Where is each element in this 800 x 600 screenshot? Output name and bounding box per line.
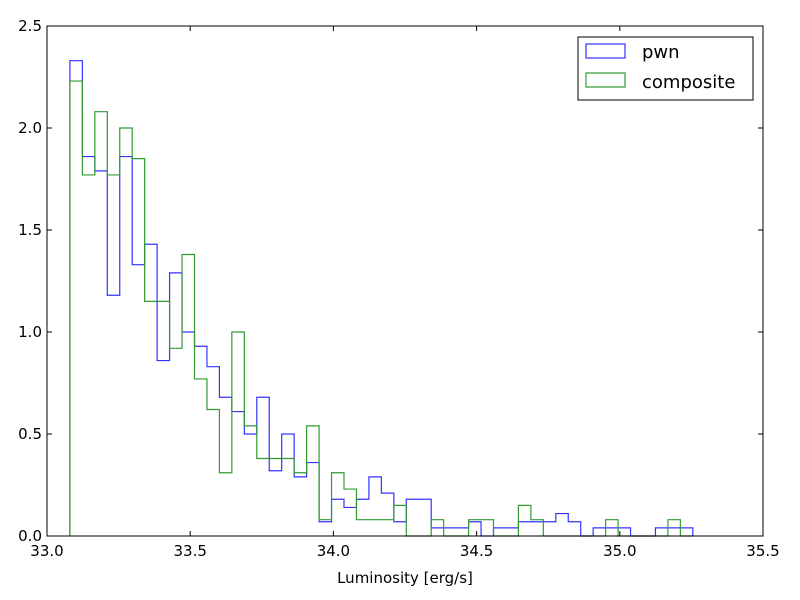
ticks-layer: 33.0 33.5 34.0 34.5 35.0 35.5 0.0 0.5 1.0 1.5 2.0 2… <box>18 17 780 560</box>
histogram-series-pwn <box>69 60 694 537</box>
y-tick-label: 0.5 <box>18 425 42 443</box>
x-tick-label: 35.5 <box>746 542 779 560</box>
y-tick-label: 0.0 <box>18 527 42 545</box>
x-tick-label: 34.5 <box>460 542 493 560</box>
plot-frame <box>46 25 764 537</box>
x-tick-label: 34.0 <box>317 542 350 560</box>
y-tick-label: 1.0 <box>18 323 42 341</box>
x-tick-label: 33.0 <box>30 542 63 560</box>
legend-label-composite: composite <box>642 72 735 93</box>
legend-box <box>577 36 754 101</box>
y-tick-label: 2.0 <box>18 119 42 137</box>
legend-swatch-composite <box>585 72 626 88</box>
legend-label-pwn: pwn <box>642 42 680 63</box>
legend-swatch-pwn <box>585 43 626 59</box>
x-tick-label: 33.5 <box>173 542 206 560</box>
y-tick-label: 2.5 <box>18 17 42 35</box>
x-axis-label: Luminosity [erg/s] <box>337 569 473 587</box>
x-tick-label: 35.0 <box>603 542 636 560</box>
legend: pwn composite <box>577 36 754 101</box>
y-tick-label: 1.5 <box>18 221 42 239</box>
